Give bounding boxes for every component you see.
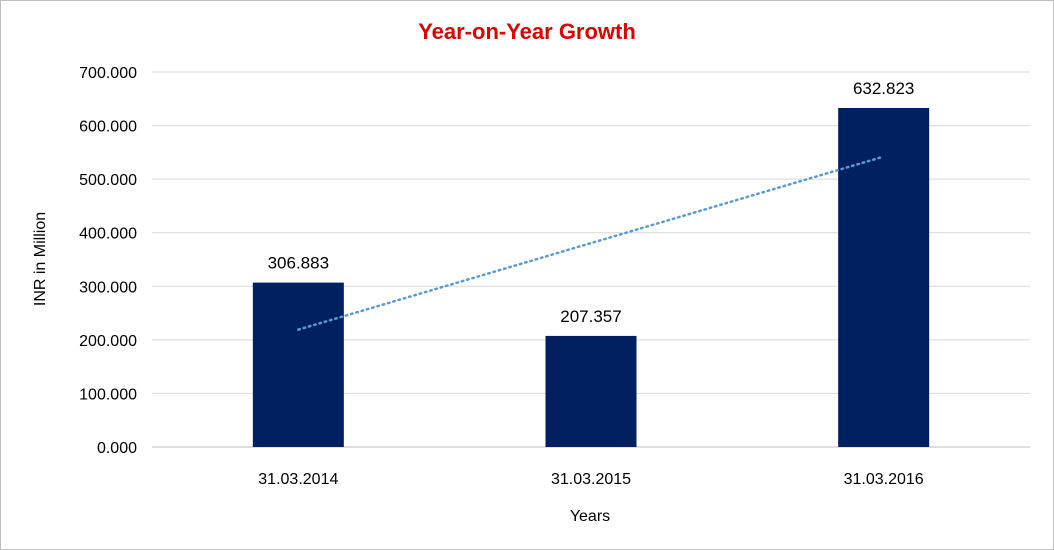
data-label: 632.823 [853, 79, 914, 98]
chart-title: Year-on-Year Growth [418, 19, 636, 44]
data-labels: 306.883 207.357 632.823 [268, 79, 915, 326]
y-tick-label: 500.000 [79, 172, 137, 189]
x-tick-label: 31.03.2014 [258, 471, 338, 488]
data-label: 306.883 [268, 254, 329, 273]
bar [838, 107, 930, 448]
x-tick-label: 31.03.2015 [551, 471, 631, 488]
y-tick-label: 0.000 [97, 440, 137, 457]
y-tick-label: 300.000 [79, 279, 137, 296]
trendline [297, 155, 885, 331]
y-axis-label: INR in Million [32, 212, 49, 306]
x-tick-label: 31.03.2016 [844, 471, 924, 488]
y-tick-label: 700.000 [79, 65, 137, 82]
bar [545, 335, 637, 447]
bar [252, 282, 344, 447]
y-tick-label: 400.000 [79, 226, 137, 243]
data-label: 207.357 [560, 307, 621, 326]
x-axis-ticks: 31.03.2014 31.03.2015 31.03.2016 [258, 471, 924, 488]
y-axis-ticks: 0.000 100.000 200.000 300.000 400.000 500.000… [79, 65, 137, 457]
trendline-line [297, 155, 885, 331]
y-tick-label: 600.000 [79, 119, 137, 136]
y-tick-label: 100.000 [79, 386, 137, 403]
y-tick-label: 200.000 [79, 333, 137, 350]
bars [252, 107, 930, 448]
x-axis-label: Years [570, 508, 610, 525]
